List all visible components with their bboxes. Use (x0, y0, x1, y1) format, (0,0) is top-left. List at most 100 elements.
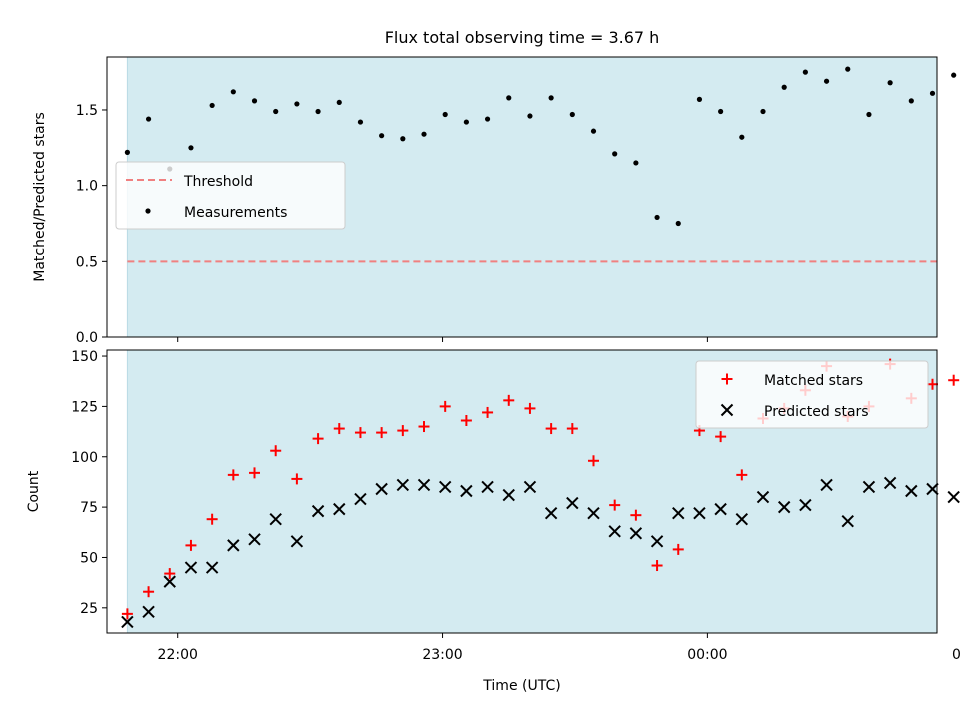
legend-matched-label: Matched stars (764, 373, 863, 389)
matched-star-point (651, 560, 663, 572)
matched-star-point (482, 406, 494, 418)
count-y-tick-label: 100 (71, 450, 98, 466)
predicted-star-point (227, 539, 240, 552)
predicted-x-b (672, 506, 685, 520)
predicted-star-point (544, 506, 558, 520)
measurement-point (251, 98, 258, 104)
matched-star-point (291, 473, 303, 485)
predicted-star-point (608, 525, 621, 538)
matched-star-point (588, 455, 600, 467)
predicted-x-b (184, 561, 198, 574)
predicted-star-point (672, 506, 685, 520)
predicted-star-point (756, 490, 770, 504)
predicted-x-b (311, 504, 325, 518)
predicted-x-b (375, 482, 388, 496)
predicted-x-b (269, 512, 282, 526)
measurement-point (357, 119, 364, 125)
measurement-point (866, 111, 872, 118)
predicted-star-point (396, 478, 410, 492)
predicted-x-b (714, 502, 727, 516)
predicted-star-point (862, 480, 876, 494)
count-panel-frame (106, 349, 938, 634)
matched-star-point (206, 513, 218, 525)
measurement-point (442, 111, 448, 118)
matched-star-point (503, 394, 515, 406)
matched-star-point (376, 427, 388, 439)
matched-star-point (715, 431, 727, 443)
matched-star-point (397, 425, 409, 437)
matched-star-point (566, 423, 578, 435)
predicted-star-point (629, 527, 643, 540)
predicted-x-b (629, 527, 643, 540)
predicted-star-point (799, 498, 812, 512)
measurement-point (718, 108, 724, 115)
measurement-point (654, 214, 660, 221)
count-y-axis-label: Count (26, 470, 42, 512)
predicted-x-b (121, 615, 134, 629)
predicted-star-point (905, 484, 918, 498)
ratio-y-tick-label: 0.0 (76, 330, 98, 346)
x-axis-label: Time (UTC) (482, 678, 560, 694)
measurement-point (188, 145, 194, 151)
count-y-tick-label: 25 (80, 601, 98, 617)
predicted-x-b (820, 478, 833, 492)
predicted-star-point (142, 605, 155, 619)
matched-star-point (121, 608, 133, 620)
predicted-x-b (862, 480, 876, 494)
measurement-point (421, 131, 427, 137)
matched-star-point (672, 543, 684, 555)
predicted-x-b (333, 502, 346, 516)
matched-star-point (249, 467, 261, 479)
count-y-tick-label: 125 (71, 399, 98, 415)
matched-star-point (164, 568, 176, 580)
matched-star-point (333, 423, 345, 435)
count-y-tick-label: 150 (71, 349, 98, 365)
matched-star-point (460, 414, 472, 426)
predicted-star-point (947, 490, 960, 504)
predicted-star-point (248, 533, 261, 546)
predicted-star-point (460, 484, 473, 498)
predicted-x-b (523, 480, 537, 494)
predicted-x-b (502, 488, 515, 502)
predicted-star-point (205, 561, 219, 574)
measurement-point (633, 160, 639, 166)
measurement-point (230, 89, 236, 95)
predicted-star-point (502, 488, 515, 502)
measurement-point (569, 111, 575, 118)
measurement-point (845, 66, 851, 72)
matched-star-point (418, 421, 430, 433)
measurement-point (484, 116, 491, 122)
predicted-x-b (396, 478, 410, 492)
measurement-point (463, 119, 469, 125)
predicted-x-b (460, 484, 473, 498)
predicted-x-b (926, 482, 939, 496)
predicted-star-point (163, 575, 176, 588)
predicted-star-point (333, 502, 346, 516)
x-tick-label: 23:00 (422, 647, 462, 663)
matched-star-point (312, 433, 324, 445)
predicted-star-point (566, 496, 579, 510)
predicted-star-point (184, 561, 198, 574)
measurement-point (548, 95, 554, 101)
measurement-point (696, 96, 703, 102)
measurement-point (379, 133, 385, 139)
measurement-point (273, 108, 279, 115)
predicted-x-b (905, 484, 918, 498)
matched-star-point (630, 509, 642, 521)
predicted-star-point (311, 504, 325, 518)
x-tick-label: 01:00 (952, 647, 960, 663)
predicted-star-point (777, 500, 791, 514)
ratio-legend-box (115, 161, 346, 230)
predicted-x-b (777, 500, 791, 514)
ratio-y-tick-label: 1.0 (76, 179, 98, 195)
measurement-point (887, 80, 893, 86)
predicted-star-point (735, 512, 749, 526)
predicted-star-point (841, 515, 854, 528)
measurement-point (675, 220, 681, 227)
predicted-x-b (735, 512, 749, 526)
predicted-x-b (438, 480, 452, 494)
predicted-star-point (354, 492, 367, 506)
measurement-point (294, 101, 300, 107)
predicted-x-b (841, 515, 854, 528)
